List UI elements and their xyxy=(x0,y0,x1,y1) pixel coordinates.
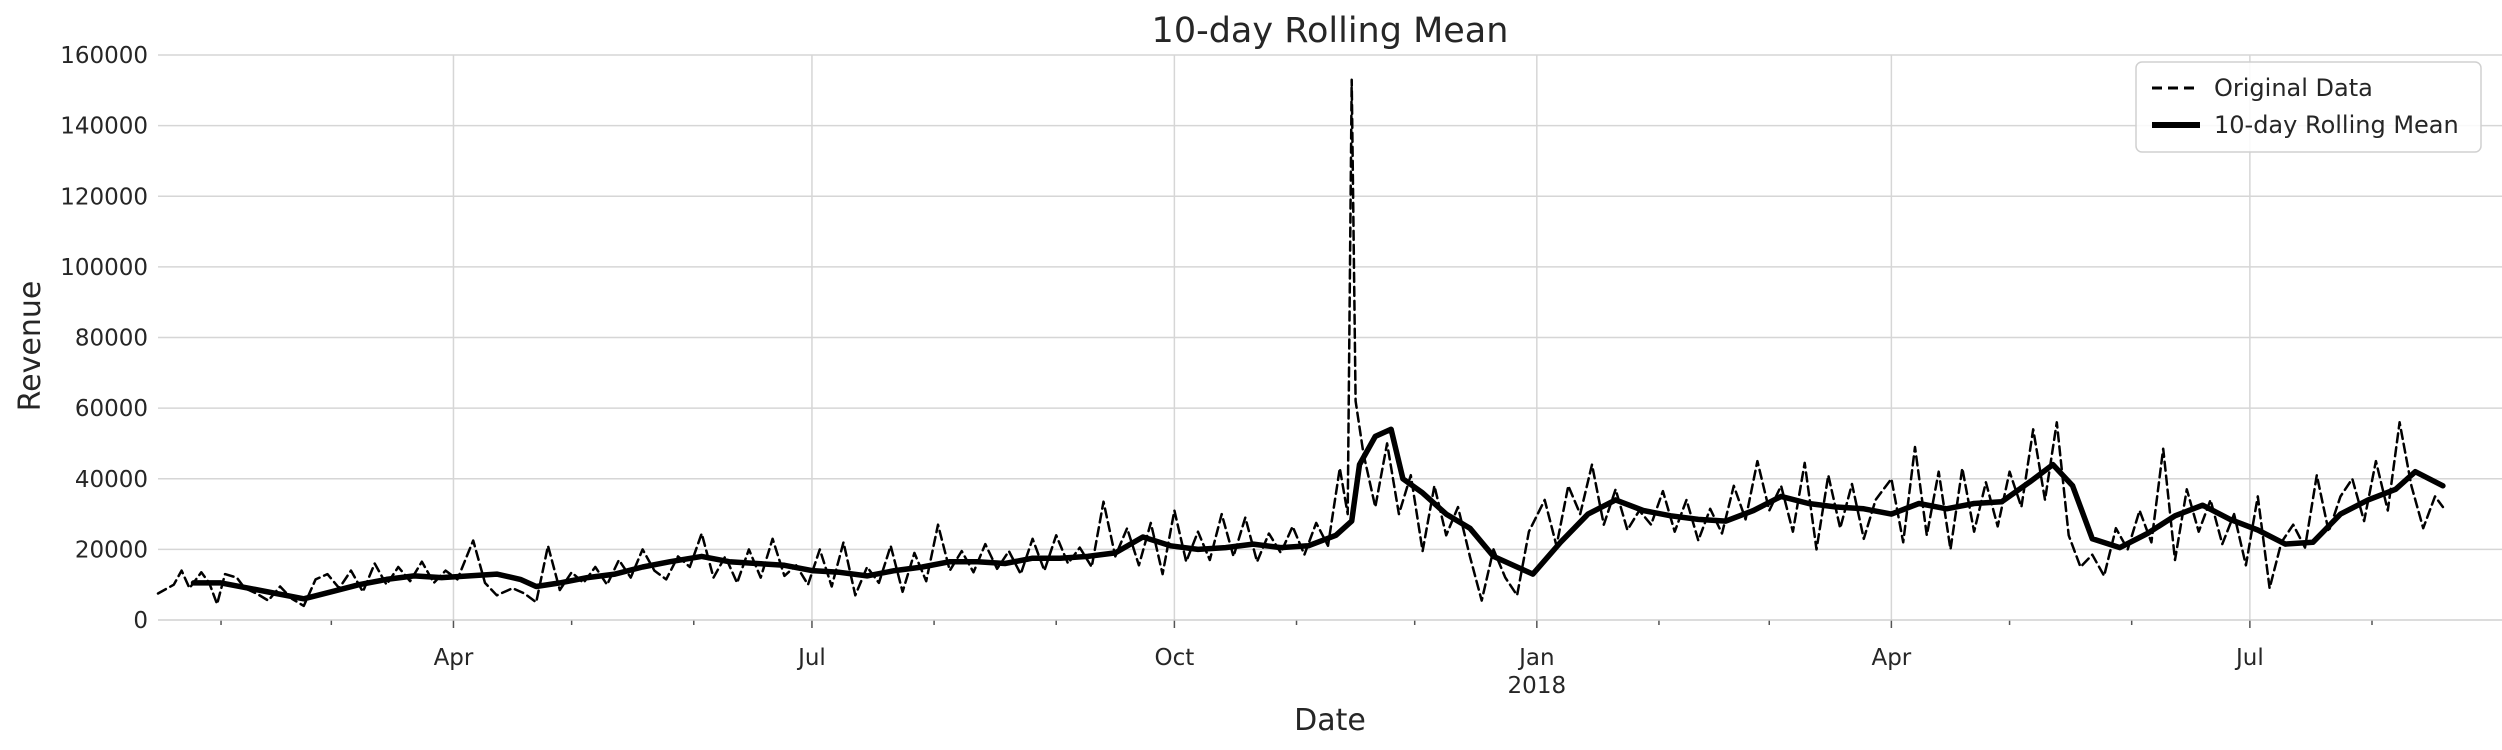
legend-box xyxy=(2135,61,2482,153)
legend-label-original-data: Original Data xyxy=(2214,74,2373,102)
series-layer xyxy=(156,78,2446,608)
y-tick-label: 120000 xyxy=(60,184,148,210)
series-line-rolling-mean xyxy=(190,426,2446,602)
y-axis-label: Revenue xyxy=(13,281,48,412)
y-tick-label: 100000 xyxy=(60,255,148,281)
series-line-original-data xyxy=(156,78,2445,608)
x-tick-label: Jul xyxy=(796,645,826,671)
y-tick-label: 160000 xyxy=(60,43,148,69)
chart-title: 10-day Rolling Mean xyxy=(1152,11,1509,51)
legend-label-rolling-mean: 10-day Rolling Mean xyxy=(2214,111,2459,139)
y-tick-label: 20000 xyxy=(75,537,148,563)
y-tick-label: 60000 xyxy=(75,396,148,422)
x-axis-label: Date xyxy=(1294,703,1366,738)
x-tick-sublabel: 2018 xyxy=(1508,673,1567,699)
y-tick-label: 140000 xyxy=(60,114,148,140)
y-gridlines xyxy=(158,54,2502,551)
x-tick-label: Jan xyxy=(1517,645,1554,671)
y-tick-label: 40000 xyxy=(75,467,148,493)
legend: Original Data 10-day Rolling Mean xyxy=(2135,61,2482,153)
y-tick-label: 0 xyxy=(133,608,148,634)
y-tick-label: 80000 xyxy=(75,326,148,352)
x-minor-ticks xyxy=(220,620,2373,625)
y-tick-labels: 0 20000 40000 60000 80000 100000 120000 140000 1… xyxy=(60,43,148,634)
x-tick-label: Apr xyxy=(434,645,474,671)
x-tick-label: Jul xyxy=(2234,645,2264,671)
x-tick-label: Oct xyxy=(1154,645,1194,671)
x-tick-label: Apr xyxy=(1871,645,1911,671)
